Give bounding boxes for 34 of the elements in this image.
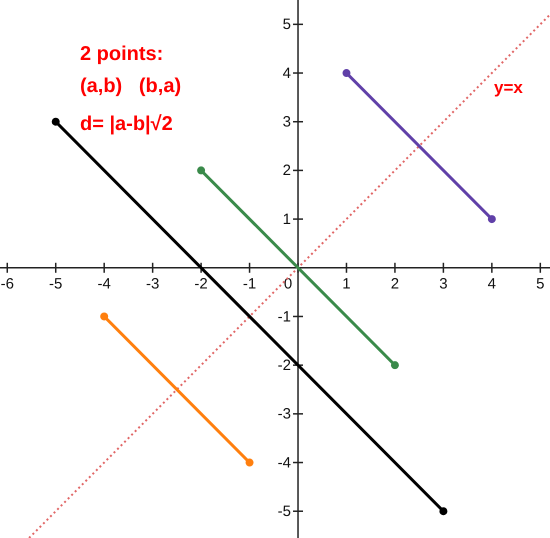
annotation: 2 points:	[80, 43, 164, 65]
y-tick-label: 5	[282, 16, 292, 34]
x-tick-label: 0	[284, 275, 292, 292]
annotation: (a,b) (b,a)	[80, 75, 182, 97]
y-tick-label: -3	[278, 406, 292, 423]
x-tick-label: -1	[242, 275, 256, 292]
x-tick-label: 4	[488, 275, 496, 292]
point	[488, 215, 496, 224]
y-tick-label: 4	[282, 64, 292, 82]
x-tick-label: 5	[536, 275, 544, 292]
annotation: y=x	[494, 78, 524, 97]
point	[52, 118, 60, 126]
x-tick-label: 2	[390, 275, 400, 292]
x-tick-label: 1	[342, 275, 351, 292]
x-tick-label: -6	[0, 275, 14, 292]
y-tick-label: 3	[282, 114, 292, 131]
point	[197, 166, 206, 174]
y-tick-label: 2	[282, 162, 292, 180]
x-tick-label: -3	[146, 275, 160, 292]
x-tick-label: -5	[49, 275, 62, 292]
point	[100, 312, 108, 320]
point	[390, 361, 399, 370]
y-tick-label: -4	[278, 454, 292, 472]
y-tick-label: -5	[278, 503, 292, 520]
point	[439, 507, 448, 516]
annotation: d= |a-b|√2	[80, 113, 173, 135]
x-tick-label: 3	[439, 275, 448, 292]
y-tick-label: 1	[282, 210, 292, 228]
point	[246, 458, 254, 467]
point	[342, 69, 350, 78]
y-tick-label: -1	[278, 308, 292, 326]
y-tick-label: -2	[278, 356, 292, 374]
x-tick-label: -2	[194, 275, 208, 292]
x-tick-label: -4	[98, 275, 111, 292]
